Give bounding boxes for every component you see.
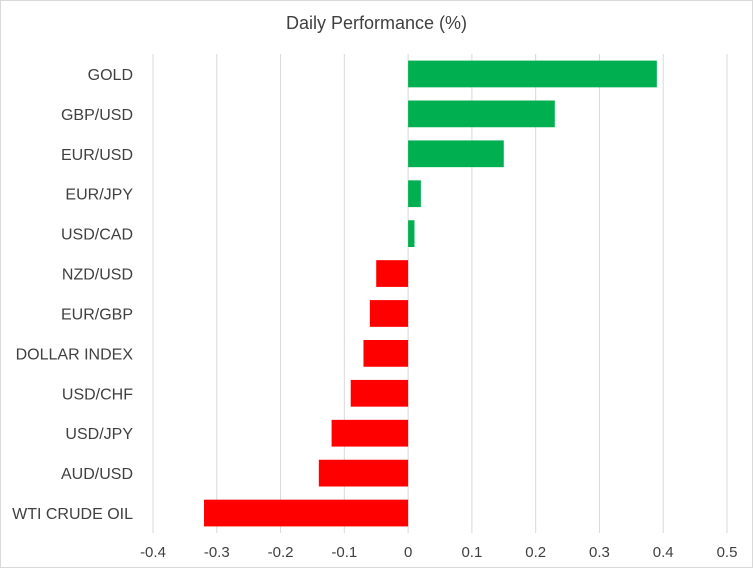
bars (204, 60, 657, 527)
x-axis-tick-labels: -0.4 -0.3 -0.2 -0.1 0 0.1 0.2 0.3 0.4 0.5 (140, 544, 737, 561)
category-label: GBP/USD (61, 107, 133, 124)
category-labels: GOLD GBP/USD EUR/USD EUR/JPY USD/CAD NZD/USD E… (12, 67, 133, 523)
x-tick-label: -0.2 (268, 544, 294, 561)
bar-wti-crude-oil (204, 499, 409, 527)
x-tick-label: -0.1 (331, 544, 357, 561)
bar-usd-jpy (331, 419, 409, 447)
bar-gold (408, 60, 657, 88)
x-tick-label: 0.2 (525, 544, 546, 561)
x-tick-label: 0.3 (589, 544, 610, 561)
bar-eur-jpy (408, 180, 421, 208)
bar-aud-usd (318, 459, 409, 487)
category-label: GOLD (88, 67, 133, 84)
category-label: DOLLAR INDEX (16, 346, 134, 363)
x-tick-label: -0.4 (140, 544, 166, 561)
bar-usd-chf (350, 379, 409, 407)
bar-eur-gbp (369, 300, 409, 327)
bar-gbp-usd (408, 100, 555, 128)
x-tick-label: 0.1 (461, 544, 482, 561)
category-label: EUR/USD (61, 147, 133, 164)
bar-nzd-usd (376, 260, 409, 287)
bar-eur-usd (408, 140, 504, 168)
category-label: EUR/GBP (61, 306, 133, 323)
x-tick-label: 0.4 (653, 544, 674, 561)
category-label: EUR/JPY (65, 187, 133, 204)
category-label: USD/CAD (61, 227, 133, 244)
category-label: USD/JPY (65, 426, 133, 443)
category-label: WTI CRUDE OIL (12, 506, 133, 523)
bar-usd-cad (408, 220, 415, 247)
chart-title: Daily Performance (%) (285, 13, 468, 33)
x-tick-label: 0 (404, 544, 412, 561)
category-label: NZD/USD (62, 267, 133, 284)
category-label: AUD/USD (61, 466, 133, 483)
x-tick-label: 0.5 (717, 544, 738, 561)
grid-lines (152, 54, 728, 533)
bar-dollar-index (363, 340, 409, 367)
x-tick-label: -0.3 (204, 544, 230, 561)
category-label: USD/CHF (62, 386, 133, 403)
